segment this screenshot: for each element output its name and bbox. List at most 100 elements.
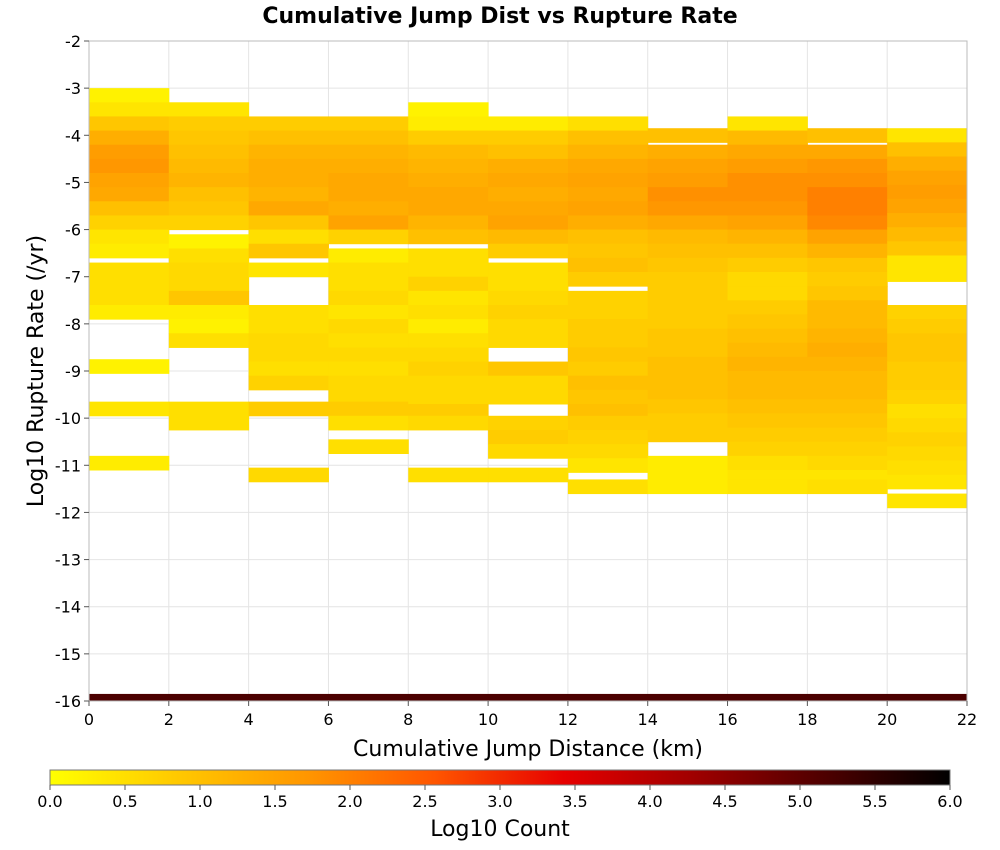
y-tick-label: -6 — [65, 221, 81, 240]
y-tick-label: -15 — [55, 645, 81, 664]
colorbar — [49, 769, 951, 786]
heatmap-cell — [647, 229, 729, 245]
heatmap-cell — [89, 187, 170, 202]
heatmap-cell — [488, 144, 569, 160]
heatmap-cell — [807, 144, 888, 160]
heatmap-cell — [248, 158, 329, 174]
heatmap-cell — [408, 102, 489, 117]
heatmap-cell — [89, 290, 170, 306]
heatmap-cell — [727, 243, 808, 259]
heatmap-cell — [168, 102, 250, 117]
heatmap-cell — [408, 276, 489, 292]
heatmap-cell — [567, 444, 649, 459]
heatmap-cell — [807, 455, 888, 471]
heatmap-cell — [887, 319, 968, 334]
heatmap-cell — [89, 305, 170, 320]
heatmap-cell — [408, 187, 489, 202]
heatmap-cell — [567, 229, 649, 245]
heatmap-cell — [807, 128, 888, 143]
colorbar-tick-label: 5.0 — [787, 792, 812, 811]
heatmap-cell — [488, 243, 569, 259]
heatmap-cell — [168, 215, 250, 231]
heatmap-cell — [328, 215, 409, 231]
heatmap-cell — [488, 333, 569, 348]
x-tick-label: 2 — [164, 710, 174, 729]
x-tick-label: 10 — [478, 710, 498, 729]
heatmap-cell — [168, 276, 250, 292]
heatmap-cell — [727, 130, 808, 146]
heatmap-cell — [248, 262, 329, 278]
y-tick-label: -4 — [65, 126, 81, 145]
heatmap-cell — [807, 328, 888, 344]
heatmap-cell — [647, 300, 729, 315]
colorbar-tick-label: 4.0 — [637, 792, 662, 811]
heatmap-cell — [807, 300, 888, 315]
heatmap-cell — [488, 290, 569, 306]
chart-title: Cumulative Jump Dist vs Rupture Rate — [262, 4, 737, 29]
heatmap-cell — [168, 248, 250, 264]
heatmap-cell — [727, 158, 808, 174]
heatmap-cell — [328, 439, 409, 454]
heatmap-cell — [89, 401, 170, 417]
y-tick-label: -16 — [55, 692, 81, 711]
heatmap-cell — [89, 693, 967, 701]
heatmap-cell — [567, 272, 649, 287]
heatmap-cell — [727, 187, 808, 202]
heatmap-cell — [168, 333, 250, 348]
heatmap-cell — [887, 305, 968, 320]
heatmap-cell — [488, 415, 569, 431]
y-tick-label: -11 — [55, 456, 81, 475]
colorbar-tick-label: 1.5 — [262, 792, 287, 811]
heatmap-cell — [647, 201, 729, 216]
heatmap-cell — [89, 262, 170, 278]
heatmap-cell — [727, 272, 808, 287]
heatmap-cell — [328, 116, 409, 132]
heatmap-cell — [89, 201, 170, 216]
heatmap-cell — [488, 467, 569, 483]
heatmap-cell — [807, 356, 888, 372]
heatmap-cell — [89, 455, 170, 471]
heatmap-cell — [328, 130, 409, 146]
heatmap-cell — [567, 333, 649, 348]
heatmap-cell — [328, 415, 409, 431]
heatmap-cell — [647, 128, 729, 143]
heatmap-cell — [488, 361, 569, 377]
heatmap-cell — [488, 429, 569, 445]
heatmap-cell — [408, 144, 489, 160]
heatmap-cell — [647, 257, 729, 273]
heatmap-cell — [328, 361, 409, 377]
heatmap-cell — [168, 319, 250, 334]
heatmap-cell — [887, 241, 968, 256]
heatmap-cell — [488, 305, 569, 320]
heatmap-cell — [168, 173, 250, 188]
heatmap-cell — [807, 257, 888, 273]
heatmap-cell — [647, 385, 729, 400]
heatmap-cell — [807, 441, 888, 457]
heatmap-cell — [567, 305, 649, 320]
heatmap-cell — [887, 198, 968, 214]
heatmap-cell — [807, 243, 888, 259]
heatmap-cell — [887, 432, 968, 447]
heatmap-cell — [567, 116, 649, 132]
x-tick-label: 12 — [558, 710, 578, 729]
heatmap-cell — [887, 128, 968, 143]
heatmap-cell — [168, 130, 250, 146]
heatmap-cell — [567, 458, 649, 473]
x-axis-ticks: 0 2 4 6 8 10 12 14 16 18 20 22 — [84, 701, 977, 729]
heatmap-cell — [727, 116, 808, 132]
heatmap-cell — [168, 158, 250, 174]
heatmap-cell — [887, 156, 968, 172]
plot-area — [88, 40, 968, 702]
heatmap-cell — [647, 479, 729, 495]
heatmap-cell — [807, 187, 888, 202]
heatmap-cell — [488, 215, 569, 231]
heatmap-cell — [89, 130, 170, 146]
heatmap-cell — [408, 319, 489, 334]
heatmap-cell — [567, 319, 649, 334]
heatmap-cell — [408, 158, 489, 174]
y-tick-label: -12 — [55, 503, 81, 522]
heatmap-cell — [807, 413, 888, 429]
heatmap-cell — [647, 286, 729, 301]
heatmap-cell — [807, 399, 888, 414]
